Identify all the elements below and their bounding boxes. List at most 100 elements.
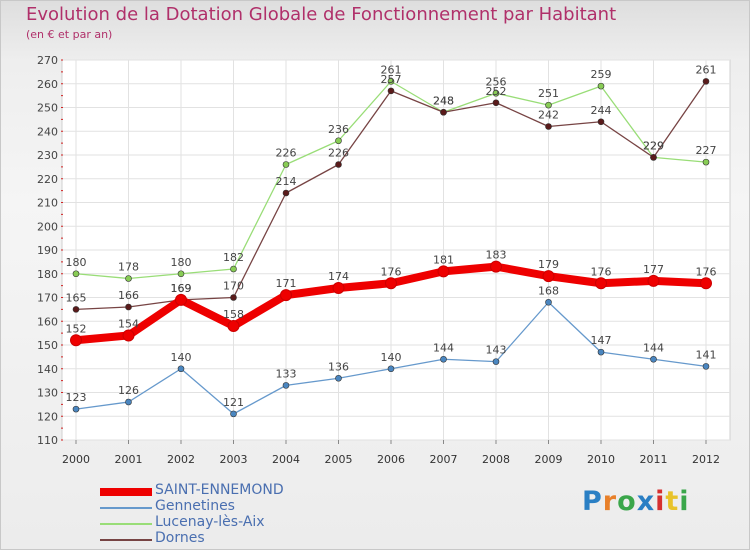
data-label: 180 [171, 256, 192, 269]
data-label: 170 [223, 280, 244, 293]
legend-swatch [100, 488, 152, 496]
data-label: 176 [696, 265, 717, 278]
data-label: 136 [328, 360, 349, 373]
x-tick-label: 2007 [430, 453, 458, 466]
chart-subtitle: (en € et par an) [26, 28, 113, 41]
x-tick-label: 2002 [167, 453, 195, 466]
data-label: 147 [591, 334, 612, 347]
data-point [125, 398, 132, 406]
data-point [230, 265, 237, 273]
data-label: 236 [328, 123, 349, 136]
data-label: 126 [118, 384, 139, 397]
y-tick-label: 140 [37, 363, 58, 376]
data-point [335, 137, 342, 145]
series-saint-ennemond [70, 260, 712, 347]
data-label: 252 [486, 85, 507, 98]
data-label: 176 [381, 265, 402, 278]
data-label: 154 [118, 318, 139, 331]
data-point [335, 161, 342, 168]
legend-swatch [100, 539, 152, 541]
y-tick-label: 270 [37, 54, 58, 67]
y-tick-label: 220 [37, 173, 58, 186]
data-point [650, 154, 657, 161]
data-label: 229 [643, 139, 664, 152]
x-tick-label: 2005 [325, 453, 353, 466]
y-tick-label: 150 [37, 339, 58, 352]
y-tick-label: 130 [37, 387, 58, 400]
data-point [125, 303, 132, 311]
data-point [72, 405, 80, 413]
data-label: 140 [171, 351, 192, 364]
legend-swatch [100, 523, 152, 525]
data-label: 180 [66, 256, 87, 269]
y-tick-label: 120 [37, 410, 58, 423]
x-tick-label: 2012 [692, 453, 720, 466]
data-label: 181 [433, 253, 454, 266]
data-point [492, 358, 500, 365]
axis-layer: 110 120 130 140 150 160 170 180 190 200 210 220 230 2… [37, 54, 720, 466]
data-label: 165 [66, 291, 87, 304]
data-point [647, 274, 660, 287]
data-point [332, 282, 345, 294]
x-tick-label: 2009 [535, 453, 563, 466]
data-label: 182 [223, 251, 244, 264]
data-point [387, 365, 395, 373]
data-point [545, 123, 552, 130]
data-label: 183 [486, 249, 507, 262]
data-point [545, 298, 552, 306]
data-point [177, 270, 185, 278]
y-tick-label: 210 [37, 197, 58, 210]
x-tick-label: 2011 [640, 453, 668, 466]
data-label: 168 [538, 284, 559, 297]
data-point [230, 410, 237, 418]
data-point [230, 294, 237, 301]
legend-label: Gennetines [155, 498, 235, 514]
data-point [492, 89, 500, 97]
data-label: 169 [171, 282, 192, 295]
data-label: 257 [381, 73, 402, 86]
logo-letter: P [582, 486, 603, 517]
data-point [440, 355, 447, 363]
legend-label: Lucenay-lès-Aix [155, 514, 265, 530]
data-point [597, 348, 605, 356]
data-label: 166 [118, 289, 139, 302]
data-label: 177 [643, 263, 664, 276]
logo-letter: x [636, 486, 656, 517]
data-label: 226 [328, 147, 349, 160]
data-point [492, 99, 500, 107]
data-point [70, 334, 82, 347]
data-label: 179 [538, 258, 559, 271]
y-tick-label: 110 [37, 434, 58, 447]
y-tick-label: 260 [37, 78, 58, 91]
data-point [597, 118, 605, 126]
y-tick-label: 230 [37, 149, 58, 162]
data-label: 121 [223, 396, 244, 409]
data-label: 226 [276, 147, 297, 160]
data-label: 214 [276, 175, 297, 188]
data-point [72, 306, 80, 313]
grid-layer [61, 59, 731, 441]
data-label: 144 [433, 341, 454, 354]
data-point [227, 320, 240, 332]
data-point [542, 270, 555, 283]
data-point [282, 189, 290, 197]
x-tick-label: 2010 [587, 453, 615, 466]
data-point [700, 277, 712, 290]
y-tick-label: 160 [37, 315, 58, 328]
logo-letter: i [655, 486, 666, 517]
data-label: 141 [696, 348, 717, 361]
legend-item: SAINT-ENNEMOND [100, 482, 360, 500]
x-tick-label: 2006 [377, 453, 405, 466]
data-point [437, 265, 450, 278]
data-label: 248 [433, 94, 454, 107]
data-label: 248 [433, 94, 454, 107]
data-point [595, 277, 607, 290]
legend-item: Gennetines [100, 498, 360, 516]
data-label-layer: 152 154 169 158 171 174 176 181 183 179 176 177 176 1… [66, 63, 717, 409]
data-point [440, 108, 447, 116]
data-point [387, 78, 395, 85]
x-tick-label: 2004 [272, 453, 300, 466]
logo-letter: r [602, 486, 618, 517]
data-point [545, 101, 552, 109]
